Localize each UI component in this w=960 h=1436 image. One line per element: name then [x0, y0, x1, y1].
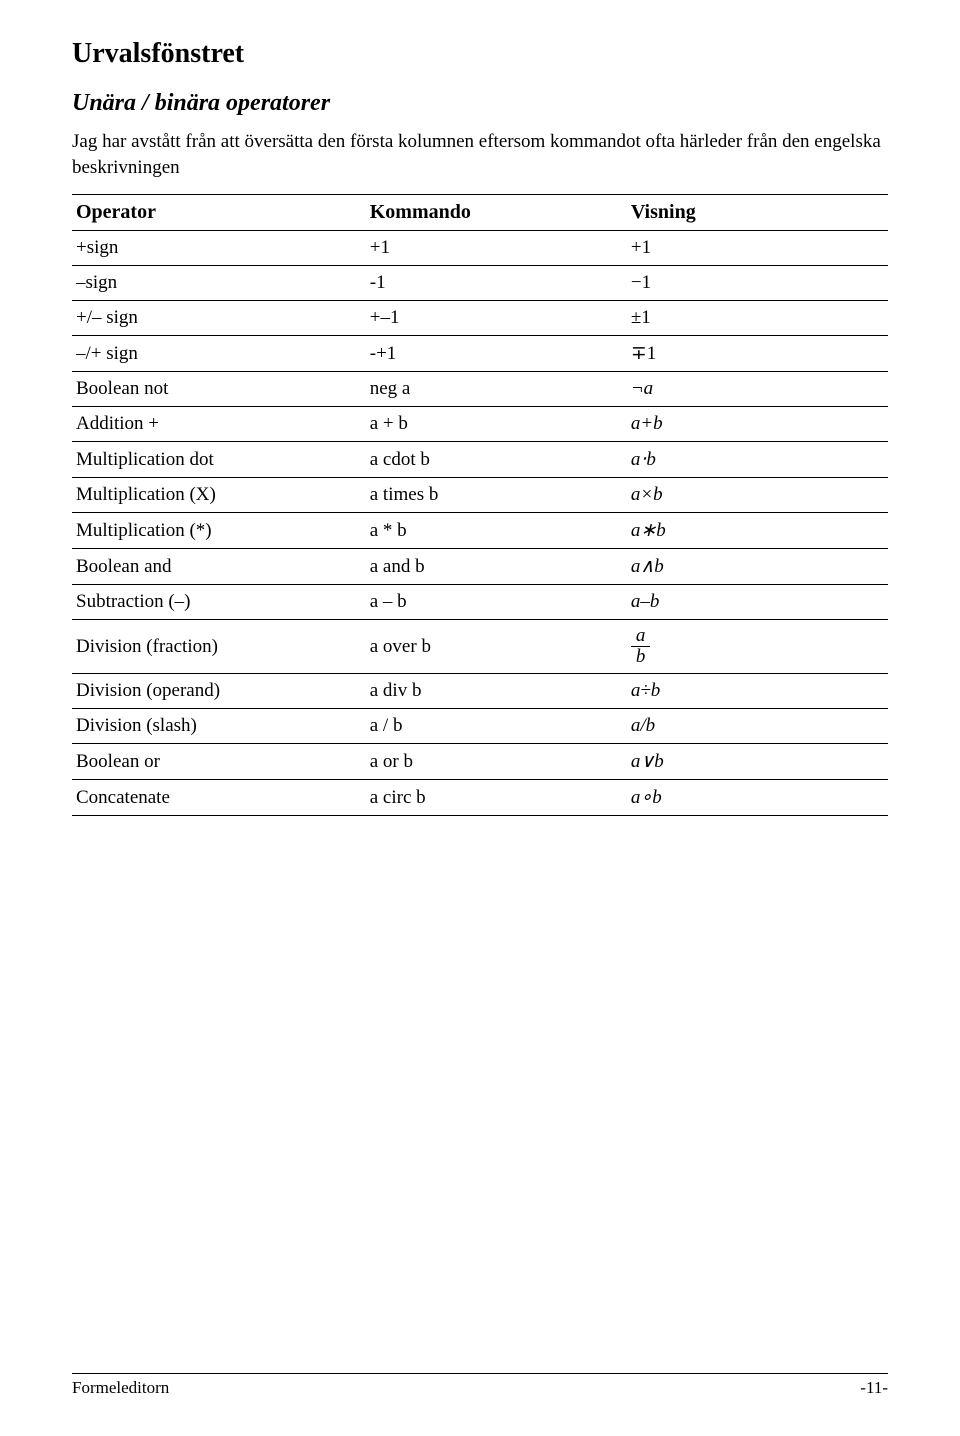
- cell-visning: −1: [627, 266, 888, 301]
- header-operator: Operator: [72, 195, 366, 231]
- table-row: Subtraction (–)a – ba–b: [72, 585, 888, 620]
- table-row: Division (slash)a / ba/b: [72, 709, 888, 744]
- cell-kommando: a * b: [366, 513, 627, 549]
- table-body: +sign+1+1–sign-1−1+/– sign+–1±1–/+ sign-…: [72, 231, 888, 816]
- cell-operator: Division (slash): [72, 709, 366, 744]
- page: Urvalsfönstret Unära / binära operatorer…: [0, 0, 960, 1436]
- cell-kommando: a cdot b: [366, 442, 627, 478]
- cell-operator: +sign: [72, 231, 366, 266]
- intro-text: Jag har avstått från att översätta den f…: [72, 129, 888, 180]
- section-title: Unära / binära operatorer: [72, 90, 888, 117]
- cell-kommando: a and b: [366, 549, 627, 585]
- table-row: +sign+1+1: [72, 231, 888, 266]
- table-row: Multiplication dota cdot ba⋅b: [72, 442, 888, 478]
- cell-kommando: a circ b: [366, 780, 627, 816]
- table-row: Boolean notneg a¬a: [72, 372, 888, 407]
- cell-operator: Multiplication (*): [72, 513, 366, 549]
- cell-kommando: a + b: [366, 407, 627, 442]
- table-row: –sign-1−1: [72, 266, 888, 301]
- cell-kommando: +1: [366, 231, 627, 266]
- footer-right: -11-: [860, 1378, 888, 1398]
- cell-operator: Division (fraction): [72, 620, 366, 674]
- table-row: Multiplication (*)a * ba∗b: [72, 513, 888, 549]
- cell-visning: a–b: [627, 585, 888, 620]
- table-row: –/+ sign-+1∓1: [72, 336, 888, 372]
- cell-visning: a∘b: [627, 780, 888, 816]
- cell-operator: Boolean or: [72, 744, 366, 780]
- cell-kommando: a or b: [366, 744, 627, 780]
- cell-kommando: a over b: [366, 620, 627, 674]
- cell-kommando: -1: [366, 266, 627, 301]
- operator-table: Operator Kommando Visning +sign+1+1–sign…: [72, 194, 888, 816]
- cell-operator: Division (operand): [72, 674, 366, 709]
- cell-operator: Multiplication (X): [72, 478, 366, 513]
- cell-operator: Boolean and: [72, 549, 366, 585]
- cell-visning: a∧b: [627, 549, 888, 585]
- cell-kommando: a / b: [366, 709, 627, 744]
- cell-visning: ¬a: [627, 372, 888, 407]
- table-row: +/– sign+–1±1: [72, 301, 888, 336]
- cell-visning: a×b: [627, 478, 888, 513]
- cell-visning: a+b: [627, 407, 888, 442]
- footer: Formeleditorn -11-: [72, 1373, 888, 1398]
- cell-kommando: a div b: [366, 674, 627, 709]
- cell-operator: Multiplication dot: [72, 442, 366, 478]
- header-visning: Visning: [627, 195, 888, 231]
- cell-operator: +/– sign: [72, 301, 366, 336]
- cell-visning: ab: [627, 620, 888, 674]
- cell-operator: Concatenate: [72, 780, 366, 816]
- cell-operator: Addition +: [72, 407, 366, 442]
- footer-left: Formeleditorn: [72, 1378, 169, 1398]
- cell-visning: a∨b: [627, 744, 888, 780]
- page-title: Urvalsfönstret: [72, 38, 888, 70]
- table-row: Concatenatea circ ba∘b: [72, 780, 888, 816]
- table-header-row: Operator Kommando Visning: [72, 195, 888, 231]
- header-kommando: Kommando: [366, 195, 627, 231]
- cell-operator: –/+ sign: [72, 336, 366, 372]
- table-row: Division (fraction)a over bab: [72, 620, 888, 674]
- cell-kommando: neg a: [366, 372, 627, 407]
- table-row: Boolean ora or ba∨b: [72, 744, 888, 780]
- cell-operator: –sign: [72, 266, 366, 301]
- cell-visning: +1: [627, 231, 888, 266]
- cell-kommando: a times b: [366, 478, 627, 513]
- cell-visning: a÷b: [627, 674, 888, 709]
- cell-visning: a⋅b: [627, 442, 888, 478]
- cell-visning: a∗b: [627, 513, 888, 549]
- cell-kommando: a – b: [366, 585, 627, 620]
- table-row: Boolean anda and ba∧b: [72, 549, 888, 585]
- cell-visning: ∓1: [627, 336, 888, 372]
- cell-visning: a/b: [627, 709, 888, 744]
- table-row: Division (operand)a div ba÷b: [72, 674, 888, 709]
- table-row: Addition +a + ba+b: [72, 407, 888, 442]
- cell-kommando: -+1: [366, 336, 627, 372]
- cell-visning: ±1: [627, 301, 888, 336]
- table-row: Multiplication (X)a times ba×b: [72, 478, 888, 513]
- cell-kommando: +–1: [366, 301, 627, 336]
- cell-operator: Boolean not: [72, 372, 366, 407]
- cell-operator: Subtraction (–): [72, 585, 366, 620]
